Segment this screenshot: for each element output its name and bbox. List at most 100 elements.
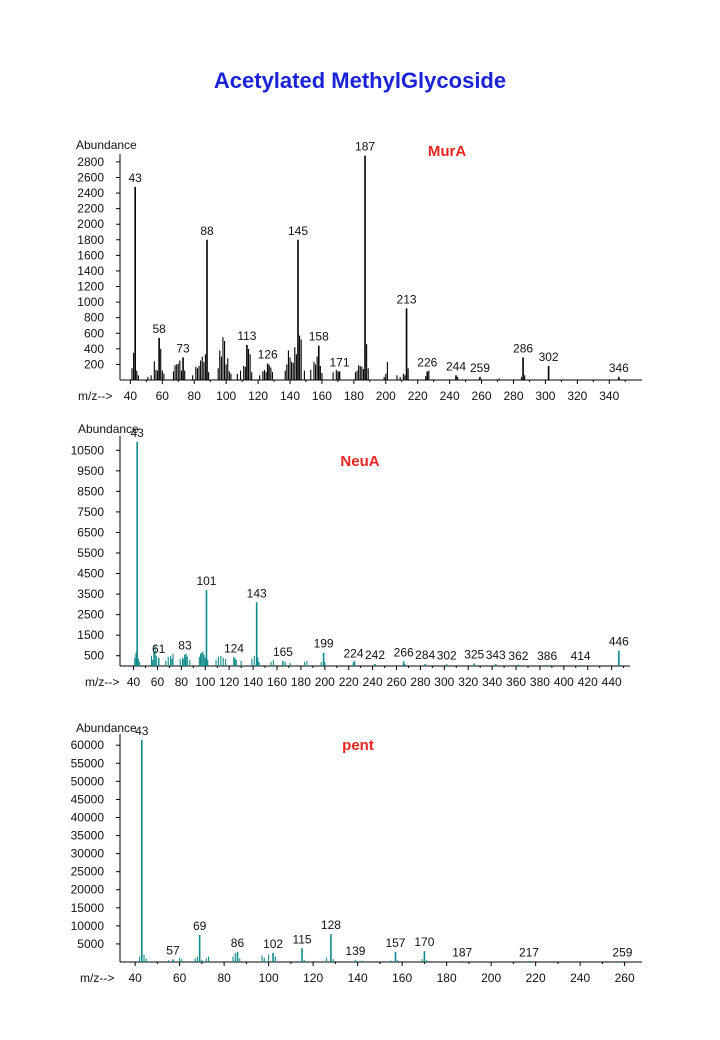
- peak-label-102: 102: [263, 937, 283, 951]
- y-tick-label: 600: [84, 326, 104, 340]
- peak-label-145: 145: [288, 224, 308, 238]
- x-tick-label: 140: [348, 971, 368, 985]
- x-tick-label: 180: [291, 675, 311, 689]
- y-tick-label: 30000: [71, 847, 105, 861]
- y-tick-label: 35000: [71, 829, 105, 843]
- y-tick-label: 7500: [77, 505, 104, 519]
- x-tick-label: 80: [217, 971, 231, 985]
- peak-label-259: 259: [612, 945, 632, 959]
- y-tick-label: 3500: [77, 587, 104, 601]
- peak-label-266: 266: [394, 645, 414, 659]
- x-tick-label: 300: [434, 675, 454, 689]
- peak-label-139: 139: [345, 944, 365, 958]
- x-tick-label: 400: [554, 675, 574, 689]
- y-tick-label: 1200: [77, 280, 104, 294]
- peak-label-113: 113: [237, 329, 256, 343]
- peak-label-213: 213: [397, 292, 417, 306]
- peak-label-157: 157: [385, 936, 405, 950]
- x-tick-label: 60: [156, 389, 170, 403]
- peak-label-88: 88: [200, 224, 214, 238]
- x-tick-label: 340: [482, 675, 502, 689]
- spectrum-pent: 5000 10000 15000 20000 25000 30000 35000 40000 4…: [71, 721, 642, 985]
- y-tick-label: 1800: [77, 233, 104, 247]
- x-tick-label: 140: [280, 389, 300, 403]
- y-tick-label: 2800: [77, 155, 104, 169]
- x-tick-label: 340: [599, 389, 619, 403]
- peak-label-362: 362: [508, 649, 528, 663]
- y-tick-label: 5000: [77, 937, 104, 951]
- y-tick-label: 6500: [77, 525, 104, 539]
- x-tick-label: 100: [195, 675, 215, 689]
- y-tick-label: 10000: [71, 919, 105, 933]
- x-axis-title: m/z-->: [78, 389, 112, 403]
- peak-label-302: 302: [437, 648, 457, 662]
- peak-label-284: 284: [415, 648, 435, 662]
- y-tick-label: 2200: [77, 202, 104, 216]
- peak-label-187: 187: [355, 140, 375, 154]
- x-tick-label: 300: [535, 389, 555, 403]
- y-tick-label: 2600: [77, 170, 104, 184]
- y-tick-label: 9500: [77, 464, 104, 478]
- x-tick-label: 160: [312, 389, 332, 403]
- y-tick-label: 4500: [77, 567, 104, 581]
- x-tick-label: 120: [303, 971, 323, 985]
- x-tick-label: 160: [392, 971, 412, 985]
- x-tick-label: 420: [578, 675, 598, 689]
- peak-label-286: 286: [513, 341, 533, 355]
- peak-label-302: 302: [539, 350, 559, 364]
- x-tick-label: 180: [437, 971, 457, 985]
- page-title: Acetylated MethylGlycoside: [213, 68, 507, 93]
- peak-label-73: 73: [176, 341, 190, 355]
- x-tick-label: 280: [410, 675, 430, 689]
- x-tick-label: 40: [128, 971, 142, 985]
- x-tick-label: 80: [188, 389, 202, 403]
- peak-label-61: 61: [152, 642, 166, 656]
- peak-label-43: 43: [128, 171, 142, 185]
- y-tick-label: 8500: [77, 484, 104, 498]
- y-tick-label: 1000: [77, 295, 104, 309]
- peak-label-346: 346: [609, 361, 629, 375]
- y-tick-label: 2500: [77, 608, 104, 622]
- peak-label-259: 259: [470, 361, 490, 375]
- peak-label-43: 43: [130, 426, 144, 440]
- x-axis-title: m/z-->: [80, 971, 114, 985]
- peak-label-124: 124: [224, 641, 244, 655]
- y-tick-label: 500: [84, 649, 104, 663]
- peak-label-325: 325: [464, 648, 484, 662]
- x-tick-label: 280: [503, 389, 523, 403]
- y-axis-title: Abundance: [76, 138, 137, 152]
- x-tick-label: 320: [567, 389, 587, 403]
- peak-label-143: 143: [247, 586, 267, 600]
- peak-label-126: 126: [258, 348, 278, 362]
- peak-label-224: 224: [343, 646, 363, 660]
- y-tick-label: 15000: [71, 901, 105, 915]
- peak-label-58: 58: [152, 322, 166, 336]
- x-tick-label: 240: [440, 389, 460, 403]
- peak-label-446: 446: [609, 635, 629, 649]
- peak-label-101: 101: [196, 574, 216, 588]
- peak-label-217: 217: [519, 945, 539, 959]
- x-tick-label: 260: [615, 971, 635, 985]
- chart-title: pent: [342, 737, 374, 754]
- spectrum-mura: 2004006008001000120014001600180020002200…: [76, 138, 642, 403]
- x-tick-label: 240: [363, 675, 383, 689]
- peak-label-226: 226: [417, 355, 437, 369]
- x-tick-label: 100: [259, 971, 279, 985]
- peak-label-83: 83: [178, 639, 192, 653]
- x-tick-label: 80: [175, 675, 189, 689]
- chart-title: MurA: [428, 143, 466, 160]
- peak-label-158: 158: [309, 330, 329, 344]
- x-tick-label: 40: [124, 389, 138, 403]
- y-tick-label: 45000: [71, 792, 105, 806]
- peak-label-414: 414: [571, 649, 591, 663]
- y-tick-label: 50000: [71, 774, 105, 788]
- x-tick-label: 220: [339, 675, 359, 689]
- peak-label-187: 187: [452, 945, 472, 959]
- peak-label-386: 386: [537, 649, 557, 663]
- peak-label-244: 244: [446, 359, 466, 373]
- peak-label-69: 69: [193, 919, 207, 933]
- y-tick-label: 200: [84, 357, 104, 371]
- peak-label-43: 43: [135, 724, 149, 738]
- x-tick-label: 60: [173, 971, 187, 985]
